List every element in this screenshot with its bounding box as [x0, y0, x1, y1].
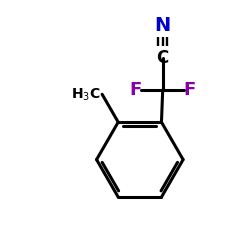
Text: C: C — [156, 49, 169, 67]
Text: H$_3$C: H$_3$C — [71, 86, 101, 102]
Text: F: F — [130, 81, 142, 99]
Text: N: N — [154, 16, 171, 35]
Text: F: F — [184, 81, 196, 99]
